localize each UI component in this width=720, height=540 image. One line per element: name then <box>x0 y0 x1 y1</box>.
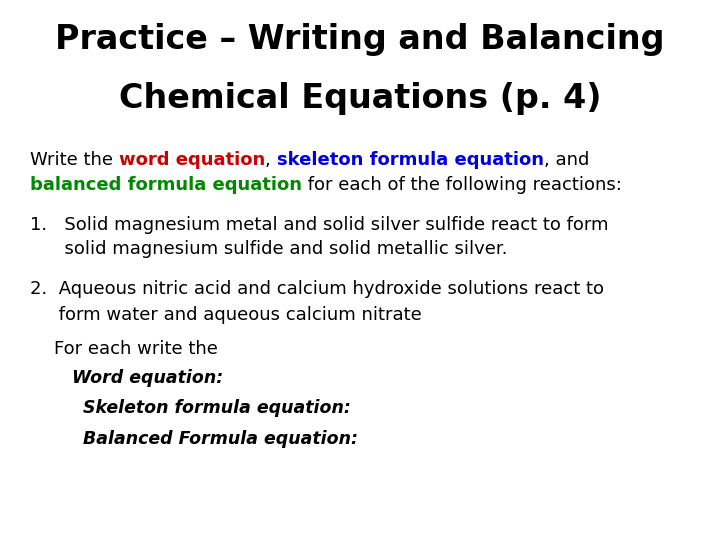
Text: , and: , and <box>544 151 589 168</box>
Text: skeleton formula equation: skeleton formula equation <box>276 151 544 168</box>
Text: Chemical Equations (p. 4): Chemical Equations (p. 4) <box>119 82 601 115</box>
Text: Word equation:: Word equation: <box>72 369 223 387</box>
Text: solid magnesium sulfide and solid metallic silver.: solid magnesium sulfide and solid metall… <box>30 240 508 258</box>
Text: form water and aqueous calcium nitrate: form water and aqueous calcium nitrate <box>30 306 422 323</box>
Text: word equation: word equation <box>119 151 265 168</box>
Text: 2.  Aqueous nitric acid and calcium hydroxide solutions react to: 2. Aqueous nitric acid and calcium hydro… <box>30 280 604 298</box>
Text: Balanced Formula equation:: Balanced Formula equation: <box>83 430 358 448</box>
Text: For each write the: For each write the <box>54 340 218 357</box>
Text: for each of the following reactions:: for each of the following reactions: <box>302 176 622 194</box>
Text: balanced formula equation: balanced formula equation <box>30 176 302 194</box>
Text: ,: , <box>265 151 276 168</box>
Text: Write the: Write the <box>30 151 119 168</box>
Text: 1.   Solid magnesium metal and solid silver sulfide react to form: 1. Solid magnesium metal and solid silve… <box>30 215 608 233</box>
Text: Practice – Writing and Balancing: Practice – Writing and Balancing <box>55 23 665 56</box>
Text: Skeleton formula equation:: Skeleton formula equation: <box>83 399 351 417</box>
